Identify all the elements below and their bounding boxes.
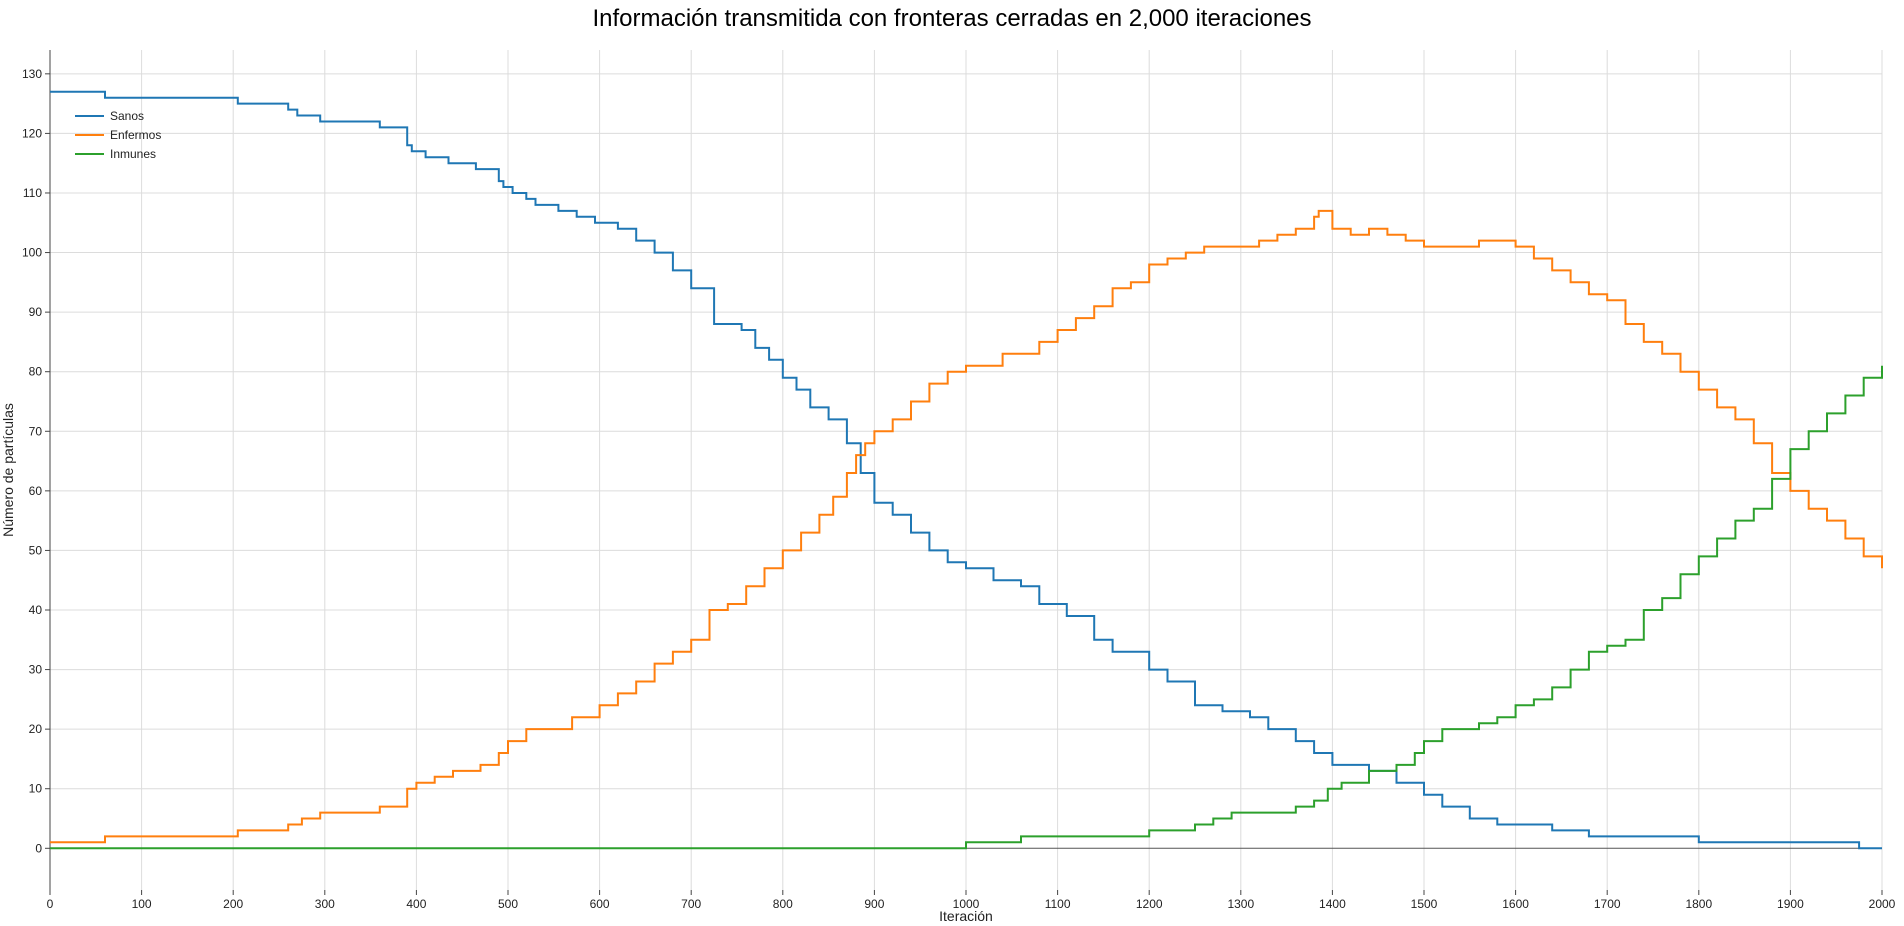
y-tick-label: 60 (29, 484, 43, 498)
y-tick-label: 0 (35, 841, 42, 855)
legend-label-sanos: Sanos (110, 109, 144, 123)
series-line-sanos (50, 90, 1882, 850)
x-tick-label: 700 (681, 897, 701, 911)
y-tick-label: 80 (29, 365, 43, 379)
x-tick-label: 0 (47, 897, 54, 911)
series-line-inmunes (50, 365, 1883, 850)
y-tick-label: 110 (23, 186, 42, 200)
grid (50, 50, 1883, 890)
x-tick-label: 1300 (1227, 897, 1254, 911)
y-axis-label: Número de partículas (0, 403, 16, 537)
y-tick-label: 120 (22, 126, 42, 140)
y-tick-label: 70 (29, 424, 43, 438)
y-tick-label: 100 (22, 246, 42, 260)
x-tick-label: 1100 (1045, 897, 1071, 911)
x-tick-label: 900 (864, 897, 884, 911)
x-tick-label: 100 (132, 897, 152, 911)
x-tick-label: 400 (406, 897, 426, 911)
y-tick-label: 40 (29, 603, 43, 617)
legend-label-inmunes: Inmunes (110, 147, 156, 161)
x-tick-label: 1000 (953, 897, 980, 911)
x-tick-label: 1200 (1136, 897, 1163, 911)
chart-title: Información transmitida con fronteras ce… (592, 5, 1311, 32)
x-tick-label: 1500 (1411, 897, 1438, 911)
x-tick-label: 1600 (1502, 897, 1529, 911)
x-tick-label: 600 (590, 897, 610, 911)
y-tick-label: 30 (29, 663, 43, 677)
y-tick-label: 50 (29, 543, 43, 557)
x-tick-label: 800 (773, 897, 793, 911)
axes: 0 100 200 300 400 500 600 700 800 900 1000 1100 1200… (22, 50, 1896, 911)
y-tick-label: 10 (29, 782, 43, 796)
x-axis-label: Iteración (939, 908, 993, 924)
x-tick-label: 1700 (1594, 897, 1621, 911)
y-tick-label: 20 (29, 722, 43, 736)
x-tick-label: 500 (498, 897, 518, 911)
x-tick-label: 1900 (1777, 897, 1804, 911)
x-tick-label: 1400 (1319, 897, 1346, 911)
x-tick-label: 200 (223, 897, 243, 911)
x-tick-label: 300 (315, 897, 335, 911)
series-lines (50, 90, 1883, 850)
x-tick-label: 1800 (1685, 897, 1712, 911)
y-tick-label: 130 (22, 67, 42, 81)
legend-label-enfermos: Enfermos (110, 128, 161, 142)
y-tick-label: 90 (29, 305, 43, 319)
x-tick-label: 2000 (1869, 897, 1896, 911)
series-line-enfermos (50, 209, 1883, 844)
legend: Sanos Enfermos Inmunes (75, 109, 161, 161)
